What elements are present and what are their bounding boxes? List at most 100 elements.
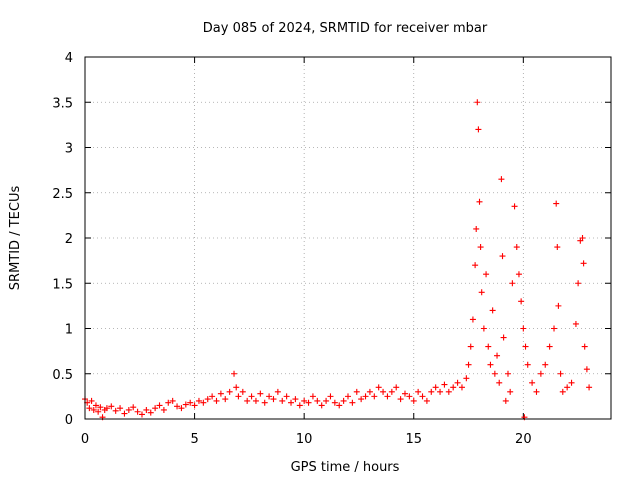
data-point bbox=[305, 399, 312, 406]
data-point bbox=[553, 200, 560, 207]
data-point bbox=[288, 399, 295, 406]
data-point bbox=[572, 320, 579, 327]
data-point bbox=[340, 397, 347, 404]
x-tick-label: 15 bbox=[405, 432, 422, 447]
y-tick-label: 1.5 bbox=[52, 277, 73, 292]
data-point bbox=[358, 396, 365, 403]
data-point bbox=[384, 393, 391, 400]
data-point bbox=[95, 408, 102, 415]
data-point bbox=[432, 384, 439, 391]
data-point bbox=[472, 262, 479, 269]
x-tick-label: 0 bbox=[81, 432, 89, 447]
data-point bbox=[274, 388, 281, 395]
data-point bbox=[318, 402, 325, 409]
data-point bbox=[270, 396, 277, 403]
data-point bbox=[248, 393, 255, 400]
data-points bbox=[82, 99, 593, 421]
data-point bbox=[423, 397, 430, 404]
data-point bbox=[296, 402, 303, 409]
data-point bbox=[169, 397, 176, 404]
data-point bbox=[475, 126, 482, 133]
data-point bbox=[327, 393, 334, 400]
data-point bbox=[244, 397, 251, 404]
data-point bbox=[195, 397, 202, 404]
data-point bbox=[336, 402, 343, 409]
data-point bbox=[401, 390, 408, 397]
data-point bbox=[513, 244, 520, 251]
data-point bbox=[103, 405, 110, 412]
data-point bbox=[393, 384, 400, 391]
y-tick-label: 3.5 bbox=[52, 96, 73, 111]
data-point bbox=[586, 384, 593, 391]
data-point bbox=[477, 244, 484, 251]
data-point bbox=[437, 388, 444, 395]
data-point bbox=[86, 405, 93, 412]
data-point bbox=[182, 401, 189, 408]
data-point bbox=[349, 399, 356, 406]
data-point bbox=[454, 379, 461, 386]
data-point bbox=[283, 393, 290, 400]
data-point bbox=[323, 397, 330, 404]
y-tick-label: 3 bbox=[65, 142, 73, 157]
data-point bbox=[331, 399, 338, 406]
data-point bbox=[441, 381, 448, 388]
data-point bbox=[362, 393, 369, 400]
data-point bbox=[279, 397, 286, 404]
x-tick-label: 20 bbox=[515, 432, 532, 447]
data-point bbox=[575, 280, 582, 287]
grid-lines bbox=[85, 57, 611, 419]
data-point bbox=[542, 361, 549, 368]
y-tick-label: 1 bbox=[65, 323, 73, 338]
data-point bbox=[213, 397, 220, 404]
data-point bbox=[178, 405, 185, 412]
data-point bbox=[504, 370, 511, 377]
data-point bbox=[487, 361, 494, 368]
data-point bbox=[204, 396, 211, 403]
data-point bbox=[138, 411, 145, 418]
data-point bbox=[406, 393, 413, 400]
data-point bbox=[533, 388, 540, 395]
data-point bbox=[463, 375, 470, 382]
data-point bbox=[108, 403, 115, 410]
data-point bbox=[476, 198, 483, 205]
data-point bbox=[165, 399, 172, 406]
data-point bbox=[522, 343, 529, 350]
data-point bbox=[554, 244, 561, 251]
data-point bbox=[121, 410, 128, 417]
data-point bbox=[309, 393, 316, 400]
data-point bbox=[489, 307, 496, 314]
data-point bbox=[366, 388, 373, 395]
chart-title: Day 085 of 2024, SRMTID for receiver mba… bbox=[203, 21, 488, 36]
data-point bbox=[502, 397, 509, 404]
data-point bbox=[252, 397, 259, 404]
plot-frame bbox=[84, 56, 612, 420]
data-point bbox=[555, 302, 562, 309]
data-point bbox=[509, 280, 516, 287]
axis-ticks: 0 0.5 1 1.5 2 2.5 3 3.5 4 0 5 10 15 20 bbox=[52, 51, 611, 447]
data-point bbox=[559, 388, 566, 395]
data-point bbox=[524, 361, 531, 368]
data-point bbox=[428, 388, 435, 395]
data-point bbox=[301, 397, 308, 404]
data-point bbox=[480, 325, 487, 332]
data-point bbox=[579, 235, 586, 241]
y-tick-label: 4 bbox=[65, 51, 73, 66]
data-point bbox=[564, 384, 571, 391]
data-point bbox=[458, 384, 465, 391]
y-axis-title: SRMTID / TECUs bbox=[8, 186, 23, 291]
data-point bbox=[200, 399, 207, 406]
data-point bbox=[371, 393, 378, 400]
data-point bbox=[88, 397, 95, 404]
data-point bbox=[222, 396, 229, 403]
data-point bbox=[209, 393, 216, 400]
data-point bbox=[551, 325, 558, 332]
data-point bbox=[117, 405, 124, 412]
data-point bbox=[239, 388, 246, 395]
data-point bbox=[498, 176, 505, 183]
data-point bbox=[125, 406, 132, 413]
data-point bbox=[520, 325, 527, 332]
data-point bbox=[467, 343, 474, 350]
data-point bbox=[419, 393, 426, 400]
data-point bbox=[353, 388, 360, 395]
data-point bbox=[257, 390, 264, 397]
